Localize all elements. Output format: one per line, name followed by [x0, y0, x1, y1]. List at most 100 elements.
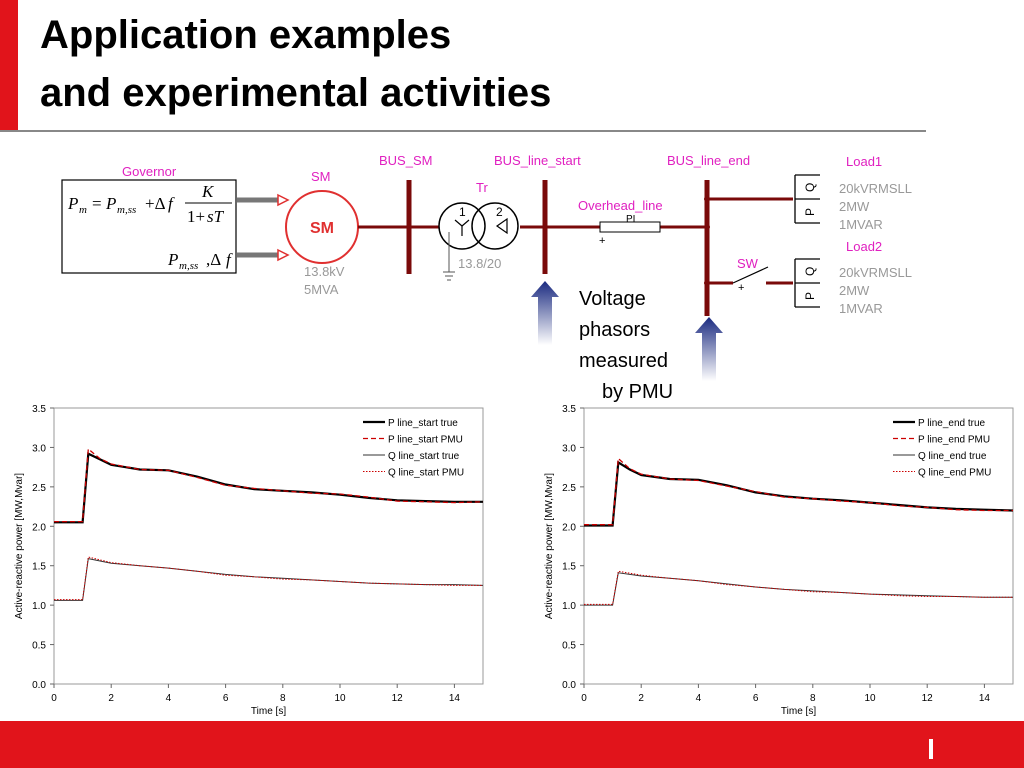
- pmu-arrow-line-start: [531, 281, 559, 345]
- right-chart-y-tick-label: 1.5: [562, 562, 576, 573]
- pmu-caption-line-4: by PMU: [602, 381, 674, 403]
- governor-block: [61, 179, 237, 274]
- svg-text:,Δ: ,Δ: [206, 250, 221, 269]
- svg-text:f: f: [226, 250, 233, 269]
- bus-line-start-label: BUS_line_start: [494, 153, 581, 168]
- left-chart-series-1: [54, 447, 484, 523]
- accent-bar-bottom: [0, 721, 1024, 768]
- right-chart-y-axis-label: Active-reactive power [MW,Mvar]: [544, 473, 555, 619]
- left-chart-y-tick-label: 1.5: [32, 562, 46, 573]
- bus-sm-label: BUS_SM: [379, 153, 432, 168]
- left-chart-legend-label-2: Q line_start true: [388, 451, 460, 462]
- transformer-ratio: 13.8/20: [458, 256, 501, 271]
- svg-text:K: K: [201, 182, 215, 201]
- title-line-1: Application examples: [40, 13, 452, 57]
- right-chart-legend-label-3: Q line_end PMU: [918, 468, 991, 479]
- right-chart-legend-label-0: P line_end true: [918, 418, 986, 429]
- breaker-switch: [732, 266, 769, 284]
- svg-text:f: f: [168, 194, 175, 213]
- left-chart-legend-label-0: P line_start true: [388, 418, 458, 429]
- load1-spec-voltage: 20kVRMSLL: [839, 181, 912, 196]
- svg-text:P: P: [803, 208, 817, 216]
- svg-text:=: =: [92, 194, 102, 213]
- svg-text:m,ss: m,ss: [179, 260, 198, 272]
- sm-symbol: SM: [310, 220, 334, 237]
- right-chart-x-axis-label: Time [s]: [781, 706, 816, 717]
- left-chart-y-tick-label: 2.0: [32, 522, 46, 533]
- load2-spec-q: 1MVAR: [839, 301, 883, 316]
- svg-text:m: m: [79, 204, 87, 216]
- load1-spec-q: 1MVAR: [839, 217, 883, 232]
- overhead-line-block: [599, 221, 661, 233]
- left-chart-series-3: [54, 556, 483, 601]
- right-chart-y-tick-label: 3.5: [562, 404, 576, 415]
- left-chart-x-tick-label: 12: [392, 693, 404, 704]
- right-chart-x-tick-label: 10: [864, 693, 876, 704]
- right-chart-x-tick-label: 0: [581, 693, 587, 704]
- overhead-line-label: Overhead_line: [578, 198, 663, 213]
- load2-spec-voltage: 20kVRMSLL: [839, 265, 912, 280]
- right-chart-y-tick-label: 2.5: [562, 483, 576, 494]
- pmu-caption: Voltage phasors measured by PMU: [579, 284, 673, 408]
- switch-polarity: +: [738, 282, 744, 294]
- line-polarity: +: [599, 235, 605, 247]
- right-chart-y-tick-label: 2.0: [562, 522, 576, 533]
- left-chart-x-tick-label: 10: [334, 693, 346, 704]
- svg-text:m,ss: m,ss: [117, 204, 136, 216]
- right-chart-x-tick-label: 6: [753, 693, 759, 704]
- load2-label: Load2: [846, 239, 882, 254]
- governor-label: Governor: [122, 164, 177, 179]
- pmu-caption-line-3: measured: [579, 350, 668, 372]
- svg-text:P: P: [803, 292, 817, 300]
- svg-text:1+: 1+: [187, 207, 205, 226]
- right-chart-y-tick-label: 0.5: [562, 641, 576, 652]
- sm-rating-mva: 5MVA: [304, 282, 339, 297]
- left-chart-y-tick-label: 3.5: [32, 404, 46, 415]
- title-line-2: and experimental activities: [40, 71, 552, 115]
- bottom-bar-marker: [929, 739, 933, 759]
- transformer-label: Tr: [476, 180, 488, 195]
- left-chart-x-tick-label: 4: [166, 693, 172, 704]
- bus-line-end-label: BUS_line_end: [667, 153, 750, 168]
- pmu-caption-line-1: Voltage: [579, 288, 646, 310]
- svg-text:Q: Q: [803, 267, 817, 276]
- left-chart-y-tick-label: 0.5: [32, 641, 46, 652]
- left-chart-y-axis-label: Active-reactive power [MW,Mvar]: [14, 473, 25, 619]
- accent-bar-left: [0, 0, 18, 132]
- right-chart-y-tick-label: 3.0: [562, 443, 576, 454]
- svg-text:Q: Q: [803, 183, 817, 192]
- left-chart-x-tick-label: 2: [108, 693, 114, 704]
- left-chart-series-0: [54, 452, 483, 524]
- left-chart-legend-label-1: P line_start PMU: [388, 435, 463, 446]
- switch-label: SW: [737, 256, 759, 271]
- svg-text:+Δ: +Δ: [145, 194, 166, 213]
- left-chart-x-axis-label: Time [s]: [251, 706, 286, 717]
- right-chart-x-tick-label: 4: [696, 693, 702, 704]
- load2-block: Q P: [794, 258, 820, 308]
- left-chart-plot-frame: [53, 407, 484, 685]
- svg-text:P: P: [67, 194, 78, 213]
- left-chart-y-tick-label: 3.0: [32, 443, 46, 454]
- right-chart-x-tick-label: 14: [979, 693, 991, 704]
- svg-text:P: P: [167, 250, 178, 269]
- right-chart-series-0: [584, 460, 1014, 527]
- pi-model-label: PI: [626, 214, 635, 225]
- pmu-arrow-line-end: [695, 317, 723, 381]
- svg-text:1: 1: [459, 205, 466, 219]
- left-chart-x-tick-label: 6: [223, 693, 229, 704]
- svg-text:sT: sT: [207, 207, 225, 226]
- load1-block: Q P: [794, 174, 820, 224]
- left-chart-series-2: [54, 558, 484, 601]
- left-chart-y-tick-label: 1.0: [32, 601, 46, 612]
- left-chart-x-tick-label: 8: [280, 693, 286, 704]
- svg-text:P: P: [105, 194, 116, 213]
- sm-label: SM: [311, 169, 331, 184]
- load2-spec-p: 2MW: [839, 283, 870, 298]
- left-chart-y-tick-label: 0.0: [32, 680, 46, 691]
- sm-rating-kv: 13.8kV: [304, 264, 345, 279]
- right-chart-x-tick-label: 12: [922, 693, 934, 704]
- title-divider: [0, 130, 926, 132]
- left-chart-y-tick-label: 2.5: [32, 483, 46, 494]
- right-chart-series-1: [584, 457, 1013, 526]
